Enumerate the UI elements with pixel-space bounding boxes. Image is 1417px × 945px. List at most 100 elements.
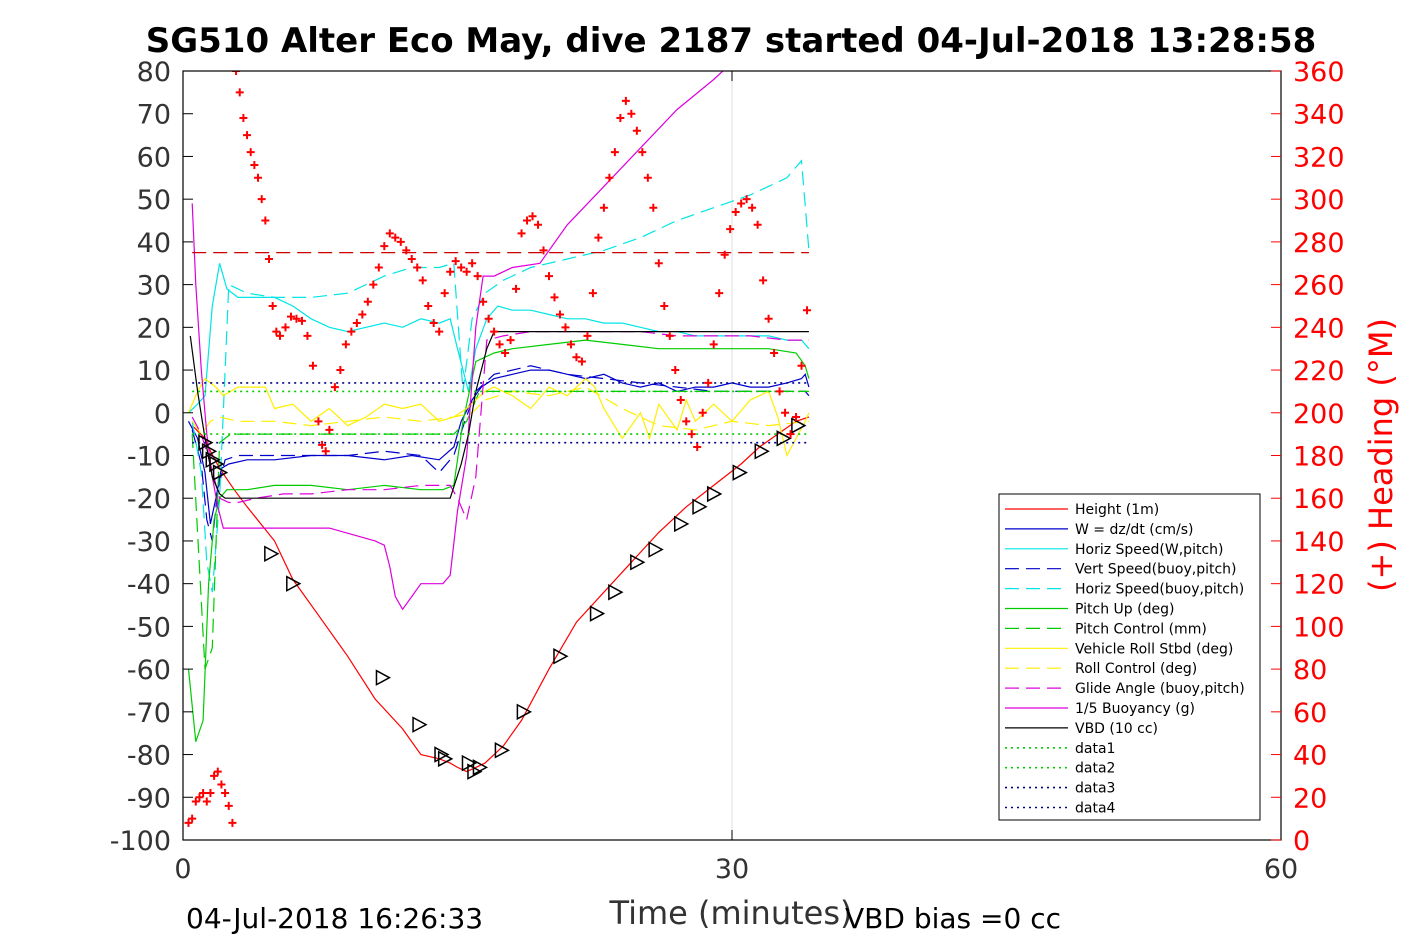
heading-point: [457, 263, 466, 272]
heading-point: [303, 331, 312, 340]
heading-point: [243, 131, 252, 140]
heading-point: [275, 331, 284, 340]
heading-point: [731, 207, 740, 216]
heading-point: [682, 417, 691, 426]
y-right-tick-label: 220: [1293, 356, 1345, 387]
footer-start-time: 04-Jul-2018 16:26:33: [186, 902, 483, 935]
heading-point: [184, 818, 193, 827]
heading-point: [643, 173, 652, 182]
heading-point: [239, 113, 248, 122]
depth-marker: [494, 742, 511, 759]
y-right-tick-label: 0: [1293, 826, 1310, 857]
heading-point: [336, 366, 345, 375]
heading-point: [473, 272, 482, 281]
heading-point: [228, 818, 237, 827]
heading-point: [792, 413, 801, 422]
heading-point: [561, 323, 570, 332]
heading-point: [627, 109, 636, 118]
x-tick-label: 60: [1264, 854, 1298, 885]
heading-point: [698, 408, 707, 417]
depth-marker: [754, 442, 770, 460]
heading-point: [649, 203, 658, 212]
y-left-tick-label: -20: [127, 484, 171, 515]
heading-point: [232, 71, 241, 75]
y-right-tick-label: 240: [1293, 313, 1345, 344]
y-right-tick-label: 100: [1293, 612, 1345, 643]
heading-point: [709, 340, 718, 349]
heading-point: [726, 225, 735, 234]
y-left-tick-label: 70: [137, 100, 171, 131]
heading-point: [446, 267, 455, 276]
depth-marker: [791, 417, 807, 434]
depth-marker: [776, 430, 792, 447]
y-left-tick-label: 0: [154, 399, 171, 430]
x-axis-label: Time (minutes): [609, 894, 853, 932]
y-left-tick-label: -50: [127, 612, 171, 643]
heading-point: [352, 319, 361, 328]
y-left-tick-label: -40: [127, 570, 171, 601]
heading-point: [202, 797, 211, 806]
depth-marker: [630, 554, 646, 571]
heading-point: [292, 314, 301, 323]
depth-marker: [375, 669, 392, 686]
depth-marker: [412, 716, 428, 733]
depth-marker: [608, 583, 624, 601]
y-left-tick-label: -90: [127, 783, 171, 814]
heading-point: [314, 417, 323, 426]
heading-point: [318, 440, 327, 449]
heading-point: [272, 327, 281, 336]
y-right-tick-label: 300: [1293, 185, 1345, 216]
y-right-tick-label: 260: [1293, 271, 1345, 302]
heading-point: [396, 237, 405, 246]
heading-point: [605, 173, 614, 182]
heading-point: [369, 280, 378, 289]
y-left-tick-label: -70: [127, 698, 171, 729]
y-right-tick-label: 360: [1293, 57, 1345, 88]
heading-point: [265, 254, 274, 263]
depth-marker: [461, 754, 478, 772]
y-left-tick-label: 10: [137, 356, 171, 387]
depth-marker: [264, 545, 280, 563]
y-right-tick-label: 340: [1293, 100, 1345, 131]
depth-marker: [692, 498, 708, 516]
heading-point: [748, 203, 757, 212]
heading-point: [224, 801, 233, 810]
depth-marker: [648, 541, 664, 558]
heading-point: [330, 383, 339, 392]
heading-point: [753, 220, 762, 229]
heading-point: [484, 314, 493, 323]
heading-point: [550, 293, 559, 302]
legend-label: Pitch Up (deg): [1075, 602, 1174, 618]
heading-point: [206, 789, 215, 798]
series-line: [188, 263, 810, 414]
heading-point: [572, 353, 581, 362]
depth-marker: [437, 750, 454, 768]
heading-point: [188, 814, 197, 823]
heading-point: [715, 289, 724, 298]
y-right-axis-label: (+) Heading (°M): [1362, 318, 1400, 592]
heading-point: [358, 310, 367, 319]
heading-point: [506, 336, 515, 345]
x-tick-label: 30: [715, 854, 749, 885]
y-left-tick-label: 80: [137, 57, 171, 88]
depth-marker: [553, 648, 569, 665]
y-right-tick-label: 180: [1293, 442, 1345, 473]
heading-point: [250, 160, 259, 169]
heading-point: [770, 348, 779, 357]
y-left-tick-label: -10: [127, 442, 171, 473]
legend-label: Glide Angle (buoy,pitch): [1075, 681, 1245, 697]
heading-point: [308, 361, 317, 370]
heading-point: [517, 229, 526, 238]
y-left-tick-label: -80: [127, 741, 171, 772]
heading-point: [281, 323, 290, 332]
heading-point: [660, 301, 669, 310]
y-left-tick-label: 30: [137, 271, 171, 302]
legend-label: Height (1m): [1075, 502, 1159, 518]
legend-label: Horiz Speed(buoy,pitch): [1075, 582, 1244, 598]
y-left-tick-label: 60: [137, 142, 171, 173]
heading-point: [704, 378, 713, 387]
heading-point: [555, 310, 564, 319]
heading-point: [424, 301, 433, 310]
depth-marker: [472, 759, 489, 776]
